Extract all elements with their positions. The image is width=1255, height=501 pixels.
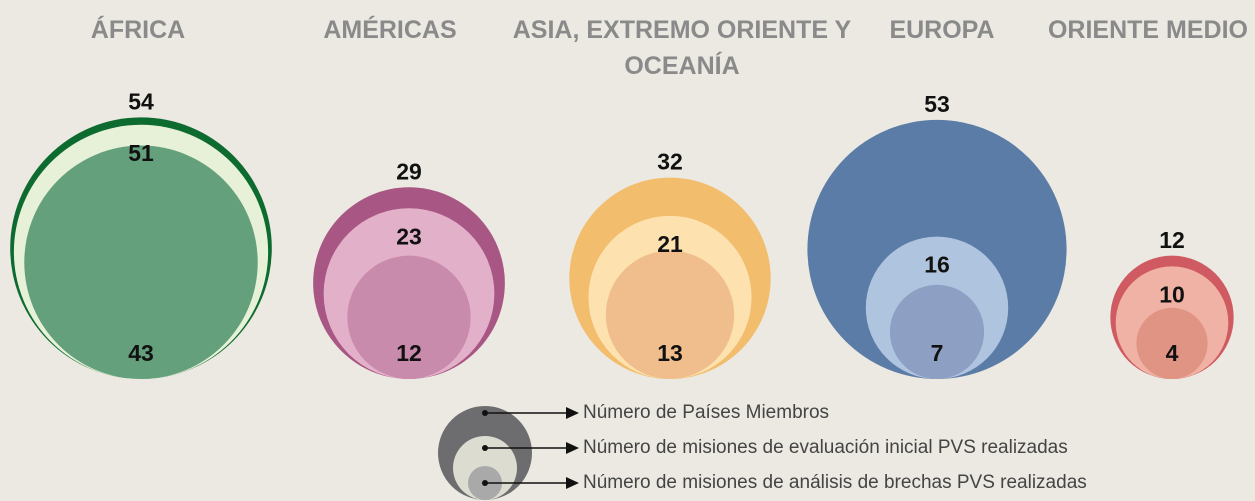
legend-label: Número de misiones de análisis de brecha… (583, 472, 1087, 493)
legend-label: Número de misiones de evaluación inicial… (583, 437, 1068, 458)
circle (24, 145, 258, 379)
value-label: 10 (1159, 282, 1185, 308)
region-title: ASIA, EXTREMO ORIENTE Y OCEANÍA (512, 16, 852, 80)
value-label: 29 (396, 158, 422, 184)
legend-arrowhead (566, 477, 579, 489)
value-label: 4 (1166, 340, 1179, 366)
value-label: 7 (931, 340, 944, 366)
legend-label: Número de Países Miembros (583, 402, 829, 423)
legend-arrowhead (566, 442, 579, 454)
value-label: 21 (657, 231, 683, 257)
value-label: 54 (128, 88, 154, 114)
value-label: 12 (1159, 227, 1185, 253)
value-label: 16 (924, 252, 950, 278)
circle (1136, 307, 1208, 379)
circle (605, 250, 735, 379)
value-label: 23 (396, 223, 422, 249)
value-label: 53 (924, 91, 950, 117)
circle (889, 284, 985, 380)
value-label: 32 (657, 149, 683, 175)
circle (347, 255, 471, 379)
value-label: 13 (657, 340, 683, 366)
region-title: ÁFRICA (90, 16, 186, 44)
region-title: AMÉRICAS (323, 16, 457, 44)
region-title: EUROPA (889, 16, 995, 44)
region-title: ORIENTE MEDIO (1047, 16, 1248, 44)
value-label: 43 (128, 340, 154, 366)
value-label: 51 (128, 140, 154, 166)
value-label: 12 (396, 340, 422, 366)
legend-arrowhead (566, 407, 579, 419)
